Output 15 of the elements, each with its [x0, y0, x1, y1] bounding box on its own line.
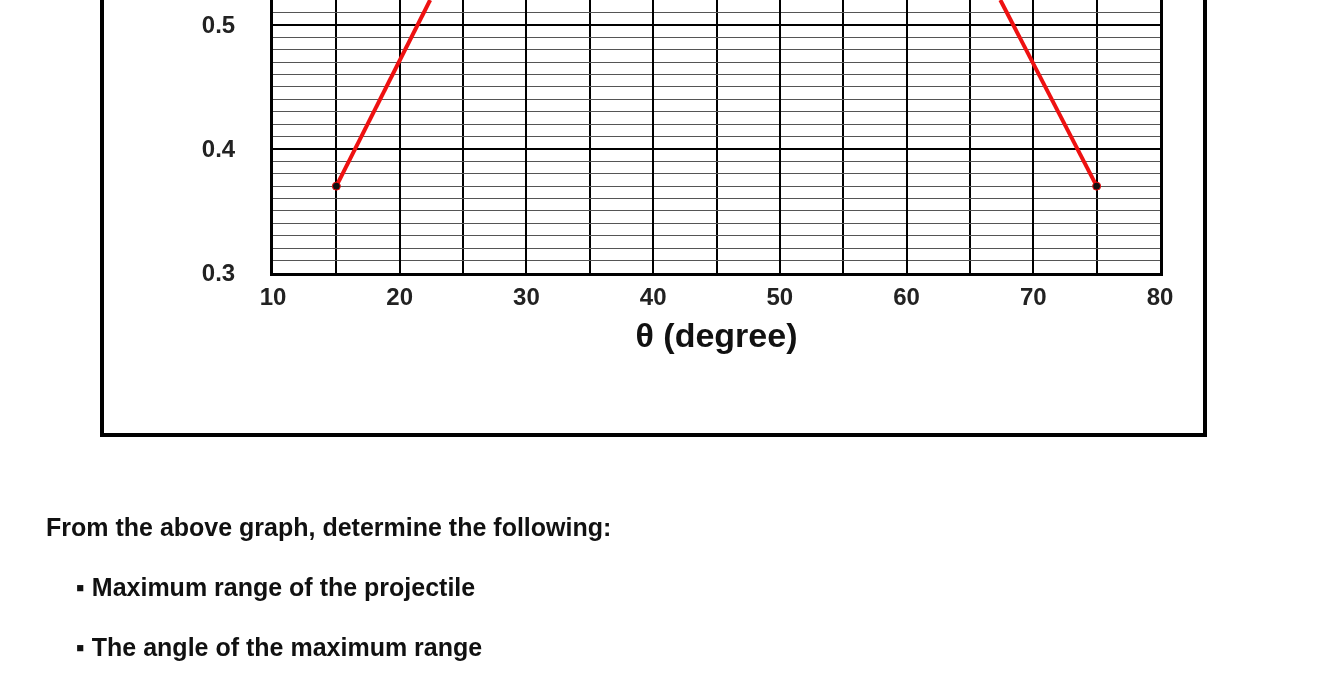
y-tick-label: 0.3: [201, 259, 236, 287]
x-tick-label: 50: [766, 282, 794, 310]
x-tick-label: 10: [259, 282, 287, 310]
x-tick-label: 40: [639, 282, 667, 310]
y-tick-label: 0.5: [201, 11, 236, 39]
x-axis-title: θ (degree): [635, 316, 798, 355]
y-tick-label: 0.4: [201, 135, 236, 163]
x-tick-label: 70: [1019, 282, 1047, 310]
x-tick-label: 20: [386, 282, 414, 310]
text: ▪ The angle of the maximum range: [76, 633, 483, 661]
x-tick-label: 30: [513, 282, 540, 310]
x-tick-label: 60: [893, 282, 920, 310]
text: ▪ Maximum range of the projectile: [76, 573, 476, 601]
x-tick-label: 80: [1146, 282, 1174, 310]
text: From the above graph, determine the following:: [46, 513, 612, 541]
